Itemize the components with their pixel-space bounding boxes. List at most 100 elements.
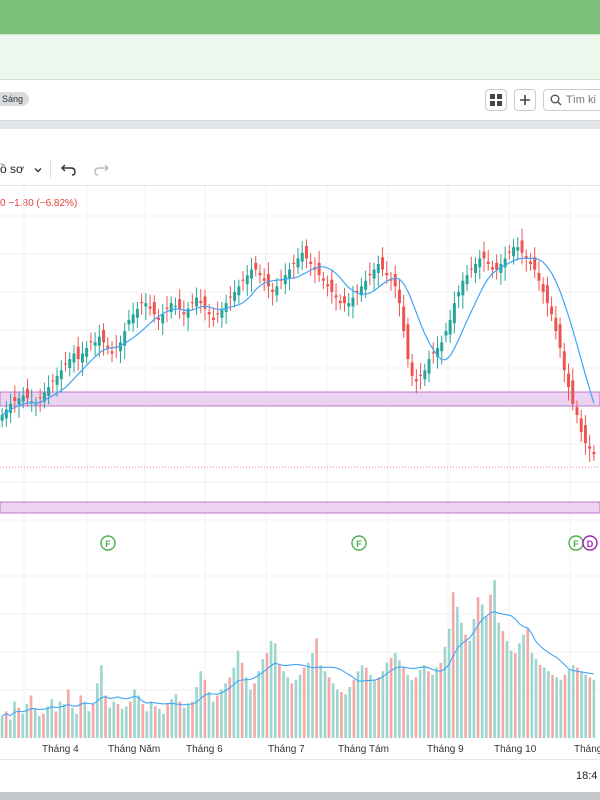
event-marker-label: F bbox=[573, 539, 579, 549]
volume-bar bbox=[530, 653, 534, 738]
volume-bar bbox=[464, 634, 467, 738]
volume-average-line bbox=[1, 611, 594, 717]
volume-bar bbox=[29, 695, 33, 738]
candle-body bbox=[440, 342, 444, 352]
candle-body bbox=[4, 409, 8, 419]
layout-grid-button[interactable] bbox=[485, 89, 507, 111]
volume-bar bbox=[257, 671, 261, 738]
candle-body bbox=[152, 302, 156, 315]
volume-bar bbox=[381, 671, 385, 738]
candle-body bbox=[0, 415, 4, 421]
volume-bar bbox=[4, 711, 8, 738]
event-marker-label: D bbox=[587, 539, 594, 549]
volume-bar bbox=[360, 665, 364, 738]
candle-body bbox=[338, 300, 342, 304]
candle-body bbox=[131, 314, 135, 324]
volume-bar bbox=[335, 689, 339, 738]
event-marker-d bbox=[582, 535, 598, 551]
volume-bar bbox=[389, 657, 393, 738]
volume-bar bbox=[406, 674, 410, 738]
candle-body bbox=[199, 300, 203, 304]
session-tag[interactable]: Sáng bbox=[0, 92, 30, 106]
volume-bar bbox=[87, 711, 91, 738]
volume-bar bbox=[489, 594, 492, 738]
candle-body bbox=[533, 257, 537, 270]
volume-bar bbox=[62, 704, 66, 738]
volume-bar bbox=[364, 667, 368, 738]
volume-bar bbox=[298, 674, 302, 738]
volume-bar bbox=[13, 701, 16, 738]
candle-body bbox=[17, 398, 21, 405]
candle-body bbox=[419, 374, 423, 376]
candle-body bbox=[190, 302, 194, 304]
sub-header-bar bbox=[0, 34, 600, 80]
volume-bar bbox=[133, 689, 136, 738]
volume-bar bbox=[348, 687, 352, 738]
candle-body bbox=[465, 275, 469, 285]
candle-body bbox=[558, 324, 562, 348]
candle-body bbox=[554, 317, 558, 332]
redo-icon[interactable] bbox=[92, 160, 110, 178]
volume-bar bbox=[393, 653, 397, 738]
add-button[interactable] bbox=[514, 89, 536, 111]
candle-body bbox=[110, 351, 114, 354]
candle-body bbox=[106, 345, 110, 348]
candle-body bbox=[207, 312, 211, 315]
candle-body bbox=[258, 272, 262, 276]
candle-body bbox=[343, 296, 346, 304]
candle-body bbox=[495, 262, 499, 270]
volume-bar bbox=[236, 650, 240, 738]
toolbar-divider bbox=[50, 160, 51, 178]
candle-body bbox=[127, 319, 131, 325]
volume-bar bbox=[307, 662, 310, 738]
volume-bar bbox=[414, 677, 418, 738]
volume-bar bbox=[398, 660, 401, 738]
volume-bar bbox=[79, 695, 83, 738]
volume-bar bbox=[451, 592, 455, 738]
volume-bar bbox=[294, 679, 298, 738]
volume-bar bbox=[278, 665, 281, 738]
volume-bar bbox=[563, 674, 567, 738]
candle-body bbox=[271, 289, 275, 292]
volume-bar bbox=[137, 695, 140, 738]
volume-bar bbox=[25, 704, 29, 738]
candle-body bbox=[13, 397, 17, 402]
volume-bar bbox=[104, 695, 107, 738]
volume-bar bbox=[153, 706, 157, 738]
volume-bar bbox=[484, 616, 488, 738]
panel-separator bbox=[0, 121, 600, 129]
volume-bar bbox=[418, 670, 422, 738]
candle-body bbox=[47, 387, 51, 397]
candle-body bbox=[524, 256, 528, 259]
candle-body bbox=[583, 425, 587, 444]
x-axis-label: Tháng 9 bbox=[427, 744, 464, 755]
volume-bar bbox=[476, 597, 480, 738]
volume-bar bbox=[182, 707, 186, 738]
volume-bar bbox=[518, 643, 521, 738]
undo-icon[interactable] bbox=[60, 160, 78, 178]
candle-body bbox=[326, 284, 330, 287]
volume-bar bbox=[588, 677, 592, 738]
volume-bar bbox=[576, 667, 579, 738]
volume-bar bbox=[551, 674, 554, 738]
candle-body bbox=[376, 263, 380, 273]
event-marker-label: F bbox=[356, 539, 362, 549]
candle-body bbox=[461, 280, 465, 296]
candle-body bbox=[474, 263, 478, 273]
volume-bar bbox=[373, 679, 376, 738]
candle-body bbox=[266, 274, 270, 287]
volume-bar bbox=[352, 679, 356, 738]
volume-bar bbox=[240, 662, 244, 738]
volume-bar bbox=[191, 701, 194, 738]
candle-body bbox=[93, 342, 97, 346]
volume-bar bbox=[538, 665, 542, 738]
search-input[interactable]: Tìm ki bbox=[543, 89, 600, 111]
volume-bar bbox=[66, 689, 70, 738]
candle-body bbox=[571, 380, 575, 404]
volume-bar bbox=[584, 674, 587, 738]
volume-bar bbox=[244, 677, 248, 738]
candle-body bbox=[545, 285, 549, 304]
volume-bar bbox=[497, 622, 501, 738]
template-combo[interactable]: ồ sơ bbox=[0, 160, 43, 178]
